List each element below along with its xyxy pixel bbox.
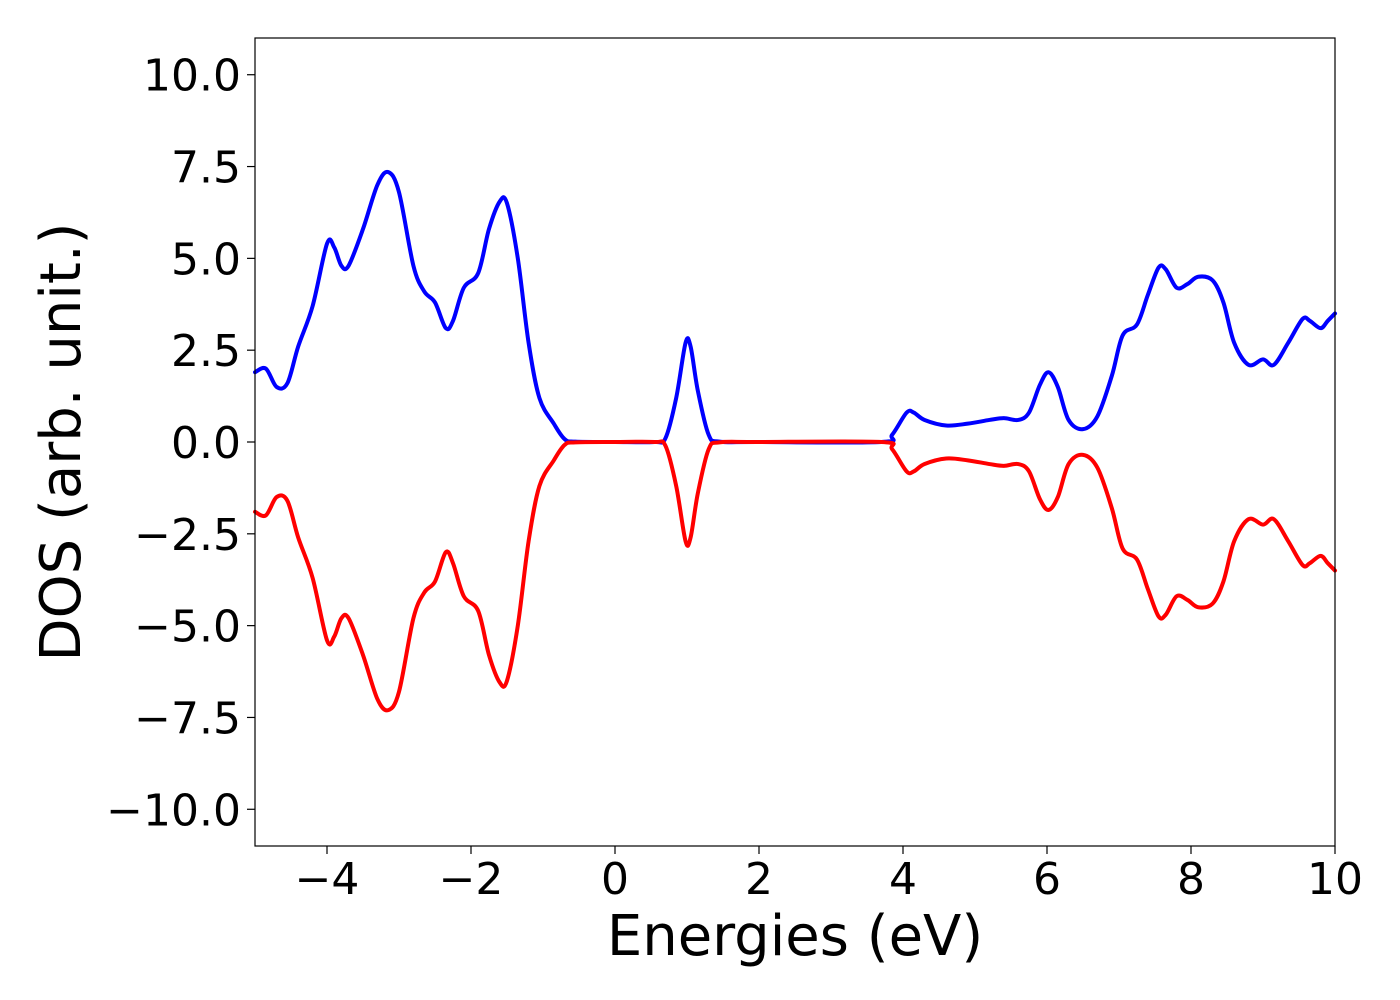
x-tick-label: 8 <box>1177 854 1205 905</box>
x-tick-label: 0 <box>601 854 629 905</box>
y-tick-label: 5.0 <box>171 234 241 285</box>
x-tick-label: −2 <box>439 854 504 905</box>
y-tick-label: −5.0 <box>134 602 241 653</box>
y-axis-label: DOS (arb. unit.) <box>29 222 94 661</box>
x-tick-label: 4 <box>889 854 917 905</box>
y-tick-label: −7.5 <box>134 693 241 744</box>
y-tick-label: 10.0 <box>143 51 241 102</box>
plot-area <box>253 169 1337 713</box>
x-tick-label: −4 <box>295 854 360 905</box>
x-tick-label: 10 <box>1307 854 1363 905</box>
x-tick-label: 6 <box>1033 854 1061 905</box>
y-tick-label: 0.0 <box>171 418 241 469</box>
ticks: −4 −2 0 2 4 6 8 10 10.0 7.5 5.0 2.5 0.0 −2.5 −5.0 −7.5 −… <box>106 51 1363 905</box>
series-line-2 <box>253 439 1337 713</box>
y-tick-label: −10.0 <box>106 785 241 836</box>
y-tick-label: 7.5 <box>171 143 241 194</box>
x-tick-label: 2 <box>745 854 773 905</box>
series-line-1 <box>253 169 1337 445</box>
y-tick-label: −2.5 <box>134 510 241 561</box>
axes-frame <box>254 37 1336 847</box>
y-tick-label: 2.5 <box>171 326 241 377</box>
x-axis-label: Energies (eV) <box>607 904 983 969</box>
